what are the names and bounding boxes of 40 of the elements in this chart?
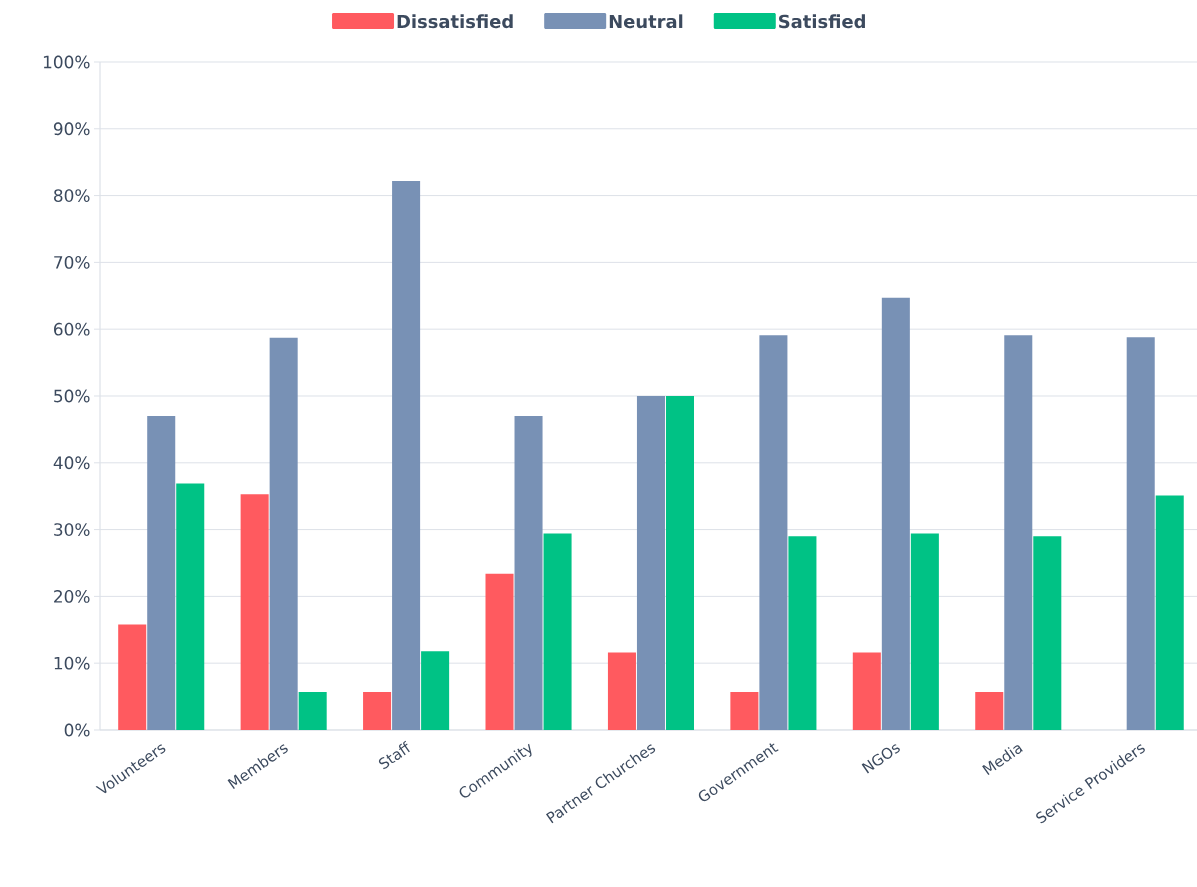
bar [240, 494, 269, 730]
bar [118, 624, 147, 730]
y-tick-label: 90% [53, 122, 90, 136]
y-tick-label: 0% [64, 723, 90, 737]
bar [421, 651, 450, 730]
bar [269, 337, 298, 730]
bar [665, 395, 694, 730]
y-tick-label: 30% [54, 523, 90, 536]
y-tick-label: 70% [54, 255, 90, 269]
y-tick-label: 20% [54, 589, 90, 603]
y-tick-label: 50% [54, 389, 90, 403]
y-tick-label: 10% [54, 656, 90, 670]
bar [759, 335, 788, 730]
bar [1033, 536, 1062, 730]
bar [1004, 335, 1033, 730]
y-tick-label: 40% [53, 456, 90, 470]
bar [730, 691, 759, 730]
legend-label: Neutral [609, 14, 683, 29]
bar [543, 533, 572, 730]
bar [298, 691, 327, 730]
bar [176, 483, 205, 730]
bar [363, 691, 392, 730]
bar [975, 691, 1004, 730]
bar [910, 533, 939, 730]
legend-label: Satisfied [779, 14, 865, 29]
bar [485, 573, 514, 730]
y-tick-label: 100% [43, 55, 90, 69]
bar [636, 395, 665, 730]
bar [1126, 337, 1155, 730]
legend-label: Dissatisfied [397, 14, 513, 29]
bar [392, 180, 421, 730]
bar [1155, 495, 1184, 730]
bar [514, 416, 543, 730]
bar [881, 297, 910, 730]
y-tick-label: 80% [54, 189, 90, 202]
y-tick-label: 60% [54, 322, 90, 336]
bar [607, 652, 636, 730]
bar [852, 652, 881, 730]
bar [788, 536, 817, 730]
bar [147, 416, 176, 730]
